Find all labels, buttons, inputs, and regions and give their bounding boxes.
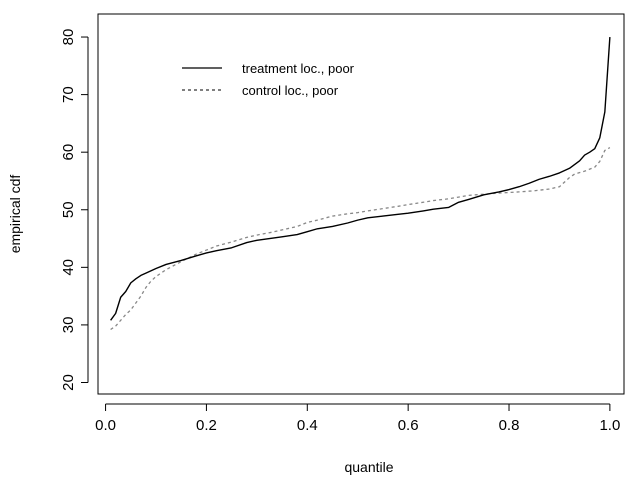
y-tick-label: 20 <box>60 374 77 391</box>
y-tick-label: 30 <box>60 317 77 334</box>
y-tick-label: 50 <box>60 201 77 218</box>
series-line-control <box>110 147 611 331</box>
plot-frame <box>97 13 625 395</box>
y-axis-title: empirical cdf <box>7 175 23 254</box>
legend-label-treatment: treatment loc., poor <box>242 61 355 76</box>
y-tick-label: 40 <box>60 259 77 276</box>
x-tick-label: 0.8 <box>499 417 520 434</box>
x-tick-label: 1.0 <box>599 417 620 434</box>
y-axis: 20 30 40 50 60 70 80 <box>60 29 89 391</box>
y-tick-label: 70 <box>60 86 77 103</box>
x-tick-label: 0.4 <box>297 417 318 434</box>
legend: treatment loc., poor control loc., poor <box>182 61 355 98</box>
x-axis: 0.0 0.2 0.4 0.6 0.8 1.0 <box>95 403 620 434</box>
legend-label-control: control loc., poor <box>242 83 339 98</box>
x-axis-title: quantile <box>344 459 393 475</box>
x-tick-label: 0.2 <box>196 417 217 434</box>
y-tick-label: 80 <box>60 29 77 46</box>
y-tick-label: 60 <box>60 144 77 161</box>
x-tick-label: 0.0 <box>95 417 116 434</box>
x-tick-label: 0.6 <box>398 417 419 434</box>
series-line-treatment <box>110 36 611 321</box>
series-layer <box>110 36 611 331</box>
